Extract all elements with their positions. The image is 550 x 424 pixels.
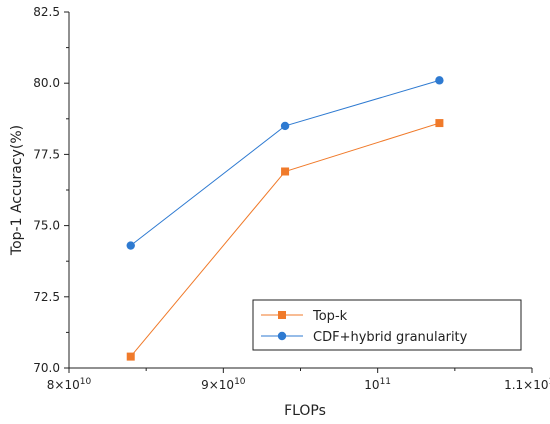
data-point xyxy=(280,121,290,131)
series-line xyxy=(130,79,440,246)
x-tick-label: 8×1010 xyxy=(47,377,92,392)
x-tick-label: 9×1010 xyxy=(201,377,246,392)
data-point xyxy=(126,352,135,361)
legend-marker xyxy=(278,311,286,319)
x-axis-title: FLOPs xyxy=(284,403,326,419)
axes: 70.0 72.5 75.0 77.5 80.0 82.5 8×1010 9×1010 1011… xyxy=(33,5,550,392)
y-axis-title: Top-1 Accuracy(%) xyxy=(9,125,25,256)
legend-label: CDF+hybrid granularity xyxy=(313,330,468,345)
y-tick-label: 82.5 xyxy=(33,5,60,19)
series-1 xyxy=(126,119,444,361)
y-tick-label: 77.5 xyxy=(33,147,60,161)
series-layer xyxy=(126,76,444,361)
legend-label: Top-k xyxy=(312,309,348,324)
x-tick-label: 1.1×1011 xyxy=(504,377,550,392)
legend-item: CDF+hybrid granularity xyxy=(261,330,468,345)
y-tick-label: 70.0 xyxy=(33,361,60,375)
data-point xyxy=(126,241,135,250)
y-tick-label: 75.0 xyxy=(33,219,60,233)
x-tick-label: 1011 xyxy=(364,377,391,392)
data-point xyxy=(435,119,444,128)
legend: Top-k CDF+hybrid granularity xyxy=(252,299,522,351)
data-point xyxy=(281,167,290,176)
legend-item: Top-k xyxy=(261,309,348,324)
legend-box xyxy=(252,299,522,351)
y-tick-label: 80.0 xyxy=(33,76,60,90)
legend-marker xyxy=(277,331,287,341)
data-point xyxy=(435,76,444,85)
y-tick-label: 72.5 xyxy=(33,290,60,304)
series-2 xyxy=(126,76,444,250)
